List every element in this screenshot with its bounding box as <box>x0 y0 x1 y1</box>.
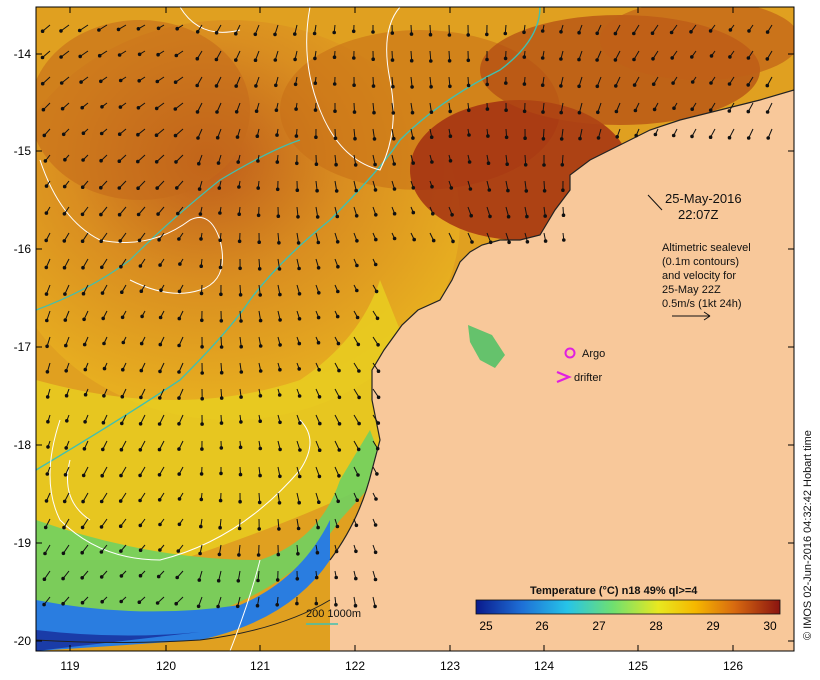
lat-tick-label: -16 <box>14 242 32 256</box>
lon-tick-label: 119 <box>60 659 79 673</box>
credit-text: © IMOS 02-Jun-2016 04:32:42 Hobart time <box>802 430 814 640</box>
lon-tick-label: 124 <box>534 659 554 673</box>
timestamp-time: 22:07Z <box>678 207 719 222</box>
lat-tick-label: -18 <box>14 438 32 452</box>
green-coastal-water <box>36 430 385 620</box>
drifter-label: drifter <box>574 372 602 384</box>
colorbar-ticks: 25 26 27 28 29 30 <box>479 619 777 633</box>
lon-tick-label: 125 <box>628 659 648 673</box>
velocity-arrows <box>40 24 773 609</box>
blue-coastal-water <box>36 520 330 651</box>
svg-text:and velocity for: and velocity for <box>662 270 736 282</box>
svg-text:(0.1m contours): (0.1m contours) <box>662 256 739 268</box>
svg-text:Altimetric sealevel: Altimetric sealevel <box>662 242 751 254</box>
lat-tick-label: -14 <box>14 47 32 61</box>
coastline <box>329 89 794 561</box>
lat-tick-label: -15 <box>14 144 32 158</box>
argo-marker-icon <box>564 347 576 359</box>
lat-tick-label: -19 <box>14 536 32 550</box>
argo-label: Argo <box>582 348 605 360</box>
sealevel-legend: Altimetric sealevel (0.1m contours) and … <box>662 242 751 310</box>
timestamp-date: 25-May-2016 <box>665 191 742 206</box>
colorbar-tick-label: 30 <box>763 619 777 633</box>
lon-tick-label: 123 <box>440 659 460 673</box>
lon-tick-label: 120 <box>156 659 176 673</box>
lat-tick-label: -20 <box>14 634 32 648</box>
colorbar-tick-label: 27 <box>592 619 606 633</box>
lon-tick-label: 126 <box>723 659 743 673</box>
lon-tick-label: 122 <box>345 659 365 673</box>
sealevel-contours <box>39 7 401 651</box>
cooler-band <box>36 280 400 560</box>
timestamp-leader <box>647 194 663 211</box>
isobath-contour <box>36 7 541 471</box>
svg-text:25-May 22Z: 25-May 22Z <box>662 284 721 296</box>
axis-ticks: 119 120 121 122 123 124 125 126 -14 -15 -16 -17 -18 -… <box>14 7 794 673</box>
colorbar-title: Temperature (°C) n18 49% ql>=4 <box>530 585 698 597</box>
colorbar-tick-label: 29 <box>706 619 720 633</box>
drifter-marker-icon <box>556 370 572 384</box>
colorbar <box>475 599 781 615</box>
lon-tick-label: 121 <box>250 659 270 673</box>
land-mass <box>330 90 794 651</box>
svg-text:0.5m/s (1kt 24h): 0.5m/s (1kt 24h) <box>662 298 741 310</box>
map-canvas <box>36 7 794 651</box>
lat-tick-label: -17 <box>14 340 32 354</box>
map-frame <box>35 6 795 652</box>
colorbar-tick-label: 28 <box>649 619 663 633</box>
colorbar-tick-label: 26 <box>535 619 549 633</box>
scale-arrow <box>672 311 711 321</box>
depth-legend-label: 200 1000m <box>306 608 361 620</box>
colorbar-tick-label: 25 <box>479 619 493 633</box>
